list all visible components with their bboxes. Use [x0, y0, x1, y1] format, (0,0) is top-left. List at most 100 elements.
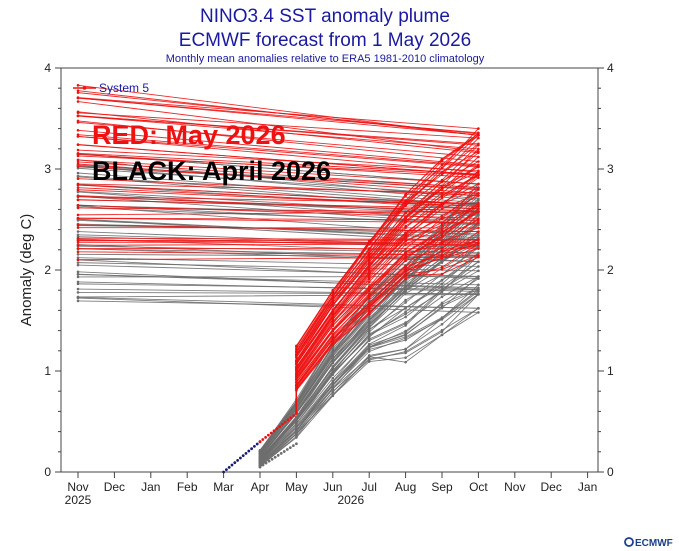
ensemble-point	[440, 259, 444, 263]
ensemble-point	[477, 163, 480, 167]
ensemble-point	[440, 272, 444, 276]
ensemble-point	[477, 136, 480, 140]
ensemble-point	[331, 365, 335, 368]
legend-label: System 5	[99, 81, 149, 95]
observed-dot	[279, 451, 283, 455]
ensemble-point	[367, 285, 371, 288]
x-tick-label: Nov	[504, 480, 525, 494]
ensemble-point	[440, 253, 444, 257]
ensemble-point	[477, 260, 480, 263]
ensemble-point	[331, 303, 335, 307]
ensemble-point	[331, 370, 335, 373]
y-tick-label-right: 1	[607, 364, 614, 378]
y-tick-label-right: 0	[607, 465, 614, 479]
ensemble-point	[404, 306, 407, 310]
ensemble-point	[404, 312, 407, 316]
ensemble-point	[477, 205, 480, 208]
ensemble-point	[76, 272, 80, 276]
y-tick-label: 0	[44, 465, 51, 479]
ensemble-point	[367, 325, 371, 329]
observed-dot	[292, 414, 295, 417]
ensemble-point	[440, 282, 444, 286]
observed-dot	[281, 422, 284, 426]
ensemble-point	[477, 197, 480, 200]
ensemble-point	[331, 359, 335, 363]
ensemble-point	[477, 269, 480, 273]
x-tick-label: Nov	[67, 480, 88, 494]
ensemble-point	[440, 261, 444, 264]
ensemble-point	[477, 142, 480, 146]
ensemble-point	[295, 435, 298, 438]
observed-dot	[247, 449, 251, 453]
ensemble-point	[477, 210, 480, 213]
ensemble-point	[76, 230, 80, 233]
ensemble-point	[477, 182, 480, 186]
ensemble-point	[477, 221, 480, 225]
ensemble-point	[477, 127, 480, 130]
ensemble-point	[404, 322, 407, 326]
ensemble-point	[404, 331, 407, 334]
ensemble-point	[76, 253, 80, 256]
ensemble-point	[440, 196, 444, 200]
ensemble-point	[440, 188, 444, 191]
ensemble-point	[440, 306, 444, 310]
ensemble-point	[440, 233, 444, 237]
legend: System 5	[73, 81, 149, 95]
ensemble-point	[477, 251, 480, 255]
ensemble-point	[477, 283, 480, 287]
ensemble-point	[76, 247, 80, 250]
observed-dot	[285, 448, 289, 451]
ensemble-point	[440, 285, 444, 288]
ensemble-point	[477, 292, 480, 296]
ensemble-point	[76, 233, 80, 237]
observed-dot	[253, 444, 256, 448]
ensemble-point	[367, 322, 371, 326]
ensemble-point	[367, 288, 371, 291]
ensemble-point	[76, 195, 80, 199]
y-tick-label: 2	[44, 263, 51, 277]
axis-ticks: 0 0 1 1 2 2 3 3 4 4 Nov Dec Jan Feb Mar Apr May Jun Jul Aug…	[44, 61, 614, 507]
annotation-red: RED: May 2026	[92, 120, 286, 150]
ensemble-point	[477, 207, 480, 210]
observed-dot	[269, 431, 273, 435]
ensemble-point	[76, 198, 80, 202]
ensemble-point	[76, 299, 80, 303]
ensemble-point	[477, 265, 480, 268]
y-axis-label: Anomaly (deg C)	[18, 214, 35, 327]
ensemble-point	[440, 178, 444, 182]
ensemble-point	[440, 180, 444, 184]
x-tick-label: Jun	[323, 480, 342, 494]
ensemble-point	[367, 350, 371, 353]
ensemble-point	[404, 211, 407, 215]
observed-dot	[264, 461, 268, 465]
ensemble-point	[367, 301, 371, 305]
ensemble-point	[331, 376, 335, 380]
x-tick-label: Jan	[141, 480, 160, 494]
ensemble-point	[331, 350, 335, 354]
ensemble-line	[77, 217, 480, 414]
ensemble-line	[77, 121, 480, 414]
ensemble-point	[367, 308, 371, 312]
ensemble-point	[477, 147, 480, 151]
ensemble-point	[76, 239, 80, 242]
ensemble-point	[440, 268, 444, 271]
observed-dot	[258, 440, 262, 444]
ensemble-point	[477, 253, 480, 257]
ensemble-point	[477, 236, 480, 239]
ensemble-point	[440, 333, 444, 337]
ensemble-point	[76, 219, 80, 222]
ensemble-point	[404, 203, 407, 207]
x-tick-label: Aug	[395, 480, 416, 494]
observed-dot	[272, 429, 276, 433]
logo-mark-icon	[624, 537, 634, 547]
ensemble-point	[331, 317, 335, 321]
ensemble-point	[440, 256, 444, 260]
ensemble-point	[76, 223, 80, 227]
ensemble-point	[440, 157, 444, 161]
ensemble-point	[404, 215, 407, 219]
observed-dot	[283, 420, 287, 424]
ensemble-point	[440, 288, 444, 292]
ensemble-point	[477, 202, 480, 206]
observed-dot	[239, 456, 242, 460]
